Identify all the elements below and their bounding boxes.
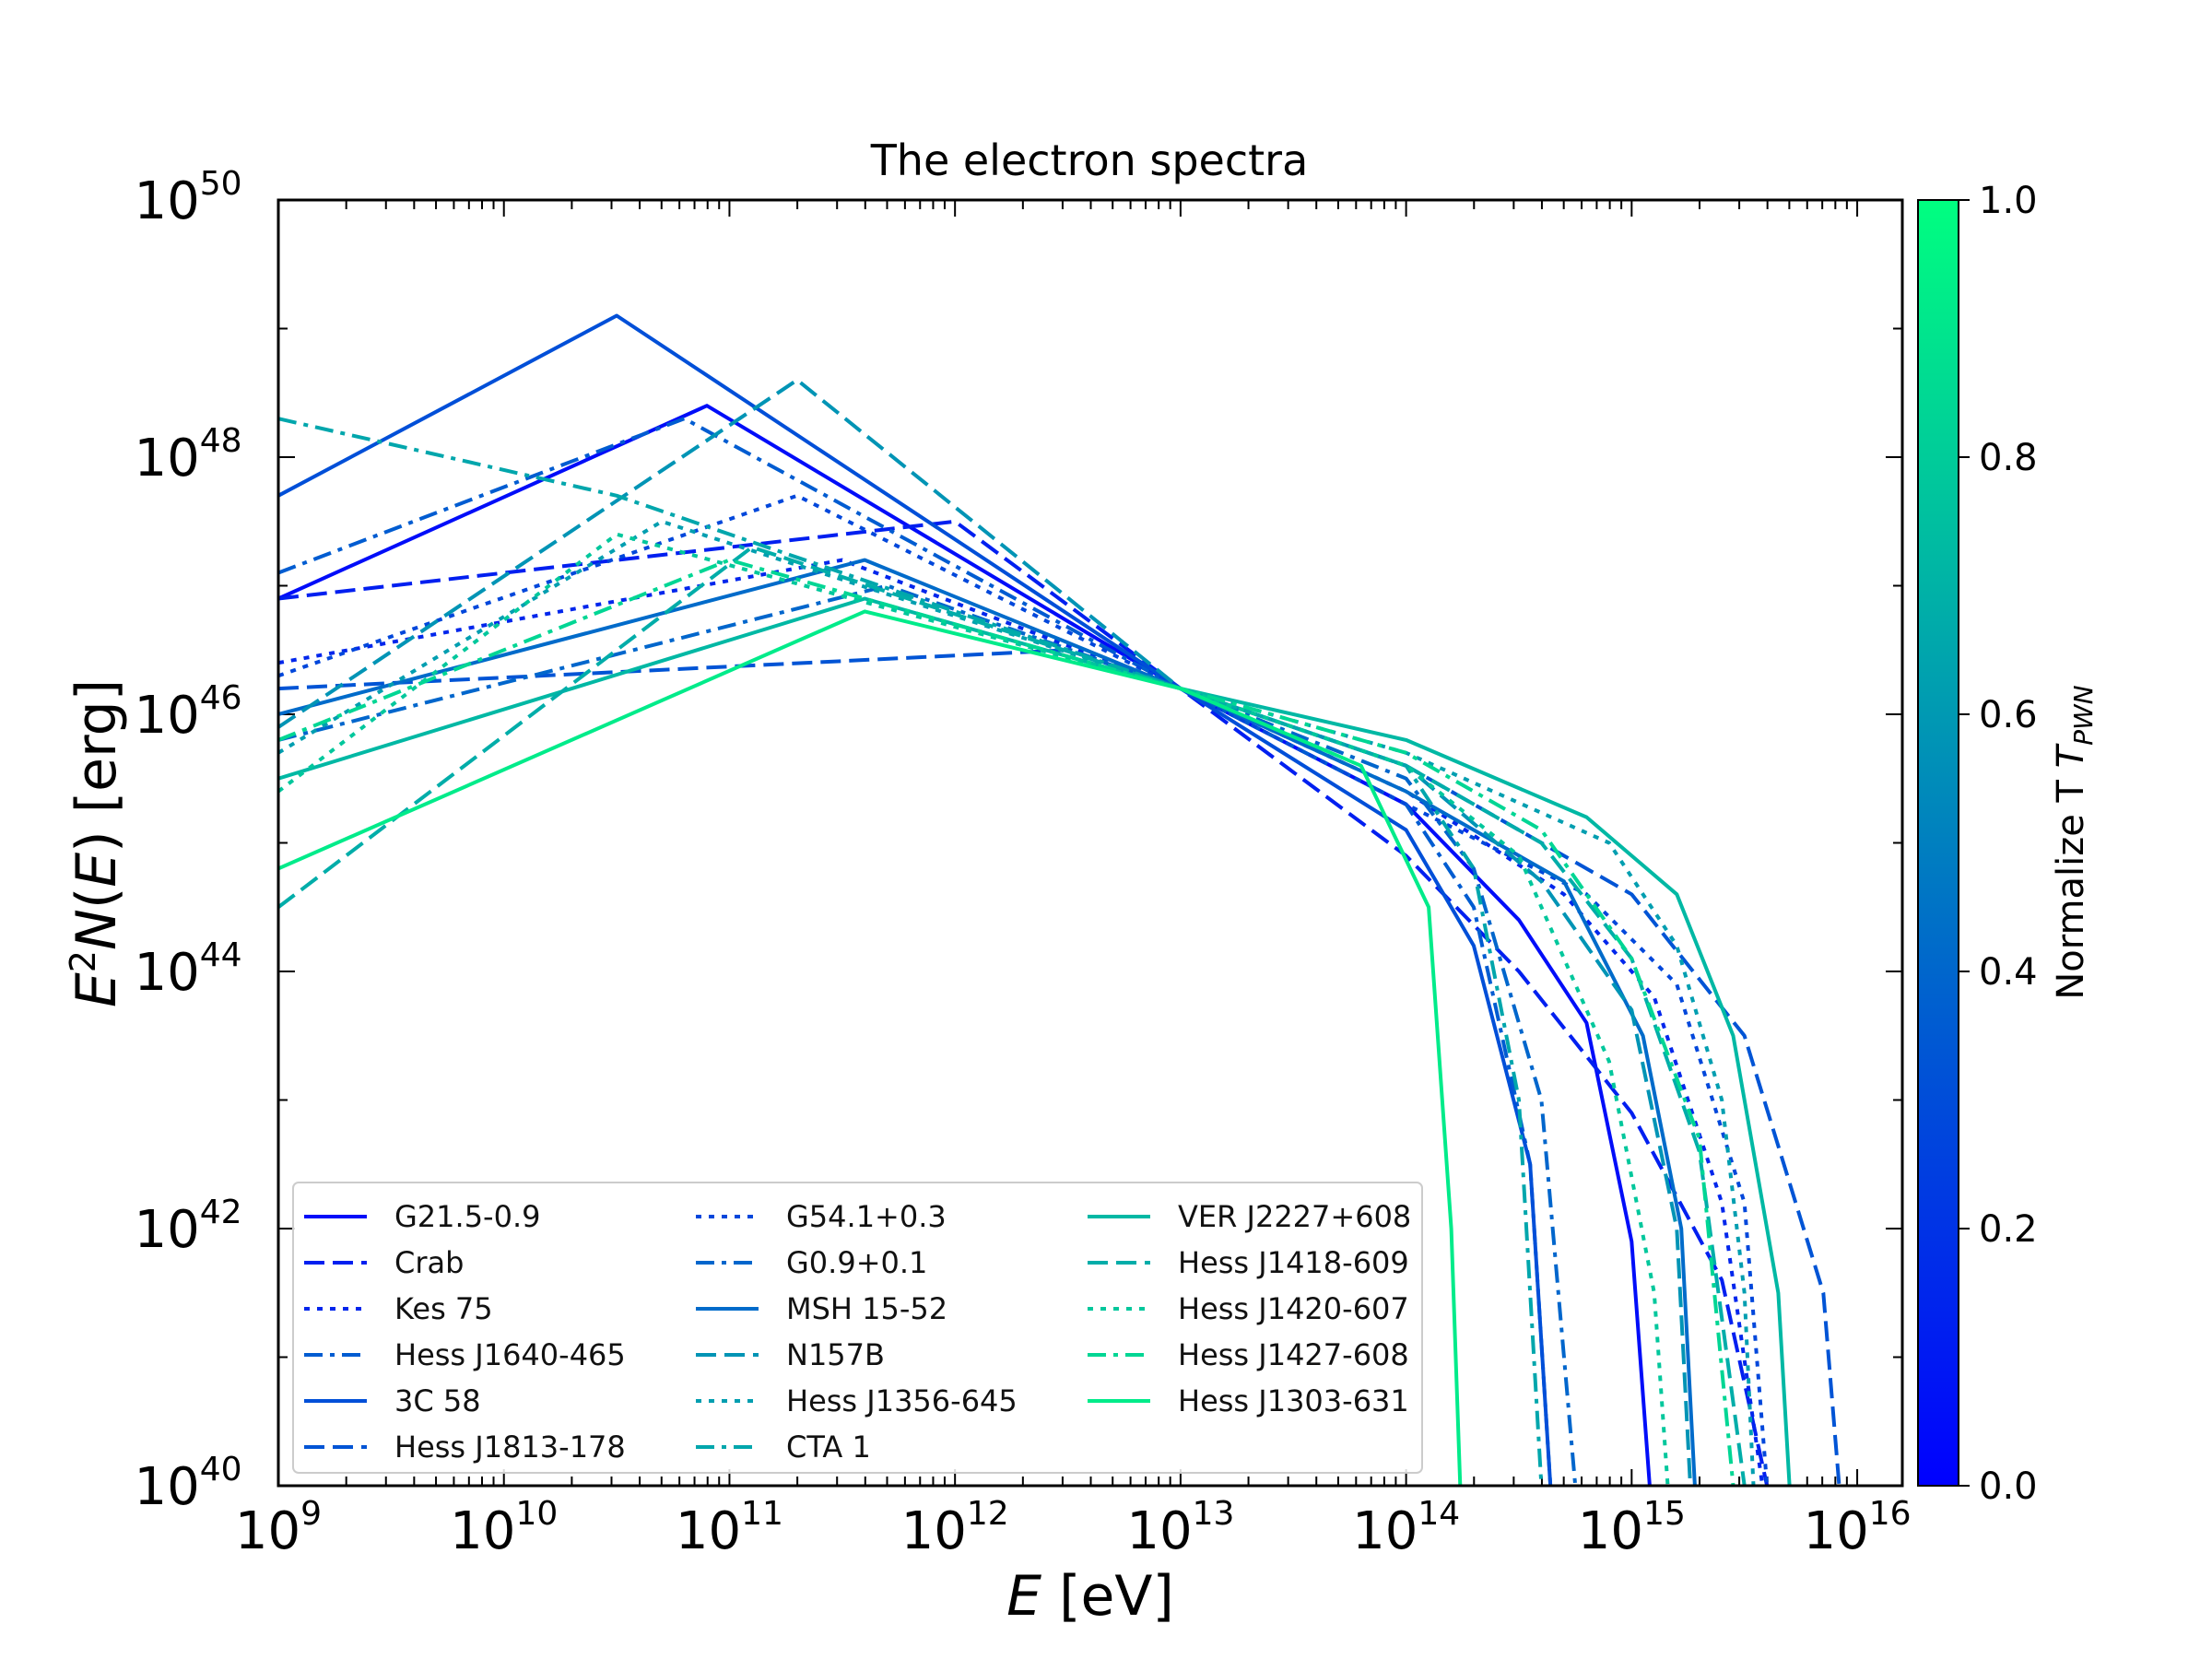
- series-line-kes-75: [278, 558, 1765, 1486]
- series-line-hess-j1418-609: [278, 545, 1747, 1486]
- colorbar-tick-label: 0.0: [1979, 1465, 2038, 1508]
- tick-labels: 109 1010 1011 1012 1013 1014 1015 1016 1040 1042 1…: [134, 165, 1911, 1561]
- y-axis-label: E2N(E) [erg]: [63, 679, 129, 1007]
- colorbar-tick-label: 1.0: [1979, 180, 2038, 222]
- legend-label: CTA 1: [786, 1430, 871, 1465]
- legend-label: Kes 75: [394, 1291, 493, 1326]
- legend-label: VER J2227+608: [1178, 1199, 1411, 1234]
- legend-label: Hess J1813-178: [394, 1430, 626, 1465]
- legend-label: G54.1+0.3: [786, 1199, 947, 1234]
- legend-label: G0.9+0.1: [786, 1245, 927, 1280]
- series-line-g21-5-0-9: [278, 404, 1652, 1486]
- y-tick-label: 1042: [134, 1194, 241, 1260]
- colorbar-tick-label: 0.6: [1979, 694, 2038, 736]
- chart-title: The electron spectra: [870, 135, 1309, 185]
- x-tick-label: 1016: [1804, 1495, 1912, 1561]
- series-line-cta-1: [278, 417, 1544, 1486]
- y-tick-label: 1046: [134, 679, 241, 746]
- series-line-g54-1-0-3: [278, 493, 1770, 1486]
- colorbar-tick-label: 0.8: [1979, 437, 2038, 479]
- legend-label: Hess J1640-465: [394, 1337, 626, 1372]
- legend-label: Crab: [394, 1245, 464, 1280]
- y-tick-label: 1048: [134, 422, 241, 488]
- series-line-hess-j1356-645: [278, 519, 1756, 1486]
- colorbar-label: Normalize T TPWN: [2050, 685, 2099, 999]
- x-tick-label: 1011: [676, 1495, 783, 1561]
- x-tick-label: 1012: [901, 1495, 1009, 1561]
- legend-label: N157B: [786, 1337, 885, 1372]
- colorbar-tick-label: 0.4: [1979, 951, 2038, 994]
- x-tick-label: 1015: [1578, 1495, 1686, 1561]
- legend-label: Hess J1420-607: [1178, 1291, 1409, 1326]
- colorbar-tick-label: 0.2: [1979, 1208, 2038, 1251]
- colorbar: Normalize T TPWN 0.0 0.2 0.4 0.6 0.8 1.0: [1917, 180, 2099, 1508]
- series-lines: [278, 313, 1841, 1486]
- legend-label: Hess J1427-608: [1178, 1337, 1409, 1372]
- series-line-hess-j1303-631: [278, 609, 1463, 1486]
- x-tick-label: 109: [235, 1495, 322, 1561]
- legend-label: G21.5-0.9: [394, 1199, 540, 1234]
- x-axis-label: E [eV]: [1006, 1564, 1174, 1629]
- series-line-g0-9-0-1: [278, 583, 1578, 1486]
- series-line-crab: [278, 519, 1770, 1486]
- x-tick-label: 1014: [1352, 1495, 1460, 1561]
- series-line-hess-j1420-607: [278, 532, 1670, 1486]
- legend-label: Hess J1303-631: [1178, 1383, 1409, 1418]
- y-tick-label: 1040: [134, 1451, 241, 1517]
- colorbar-gradient: [1917, 199, 1959, 1487]
- legend-label: Hess J1356-645: [786, 1383, 1018, 1418]
- x-tick-label: 1010: [450, 1495, 558, 1561]
- series-line-n157b: [278, 378, 1692, 1486]
- series-line-msh-15-52: [278, 558, 1697, 1486]
- legend-label: 3C 58: [394, 1383, 481, 1418]
- y-tick-label: 1044: [134, 936, 241, 1003]
- plot-frame: [276, 198, 1904, 1488]
- legend-label: MSH 15-52: [786, 1291, 947, 1326]
- series-line-3c-58: [278, 313, 1553, 1486]
- legend: G21.5-0.9 Crab Kes 75 Hess J1640-465 3C 58 He…: [292, 1182, 1423, 1474]
- y-tick-label: 1050: [134, 165, 241, 231]
- legend-label: Hess J1418-609: [1178, 1245, 1409, 1280]
- x-tick-label: 1013: [1126, 1495, 1234, 1561]
